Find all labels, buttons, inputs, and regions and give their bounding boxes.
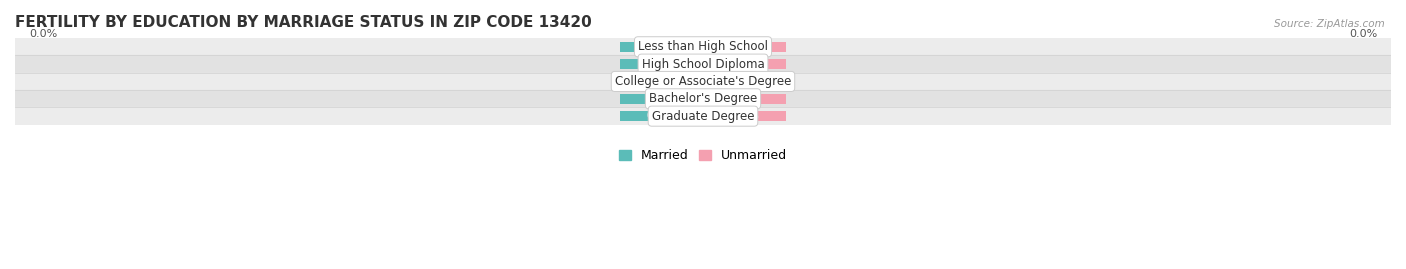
Text: College or Associate's Degree: College or Associate's Degree (614, 75, 792, 88)
Text: 0.0%: 0.0% (647, 76, 678, 86)
Bar (15, 73, 1391, 90)
Bar (620, 94, 703, 104)
Bar (703, 94, 786, 104)
Bar (15, 38, 1391, 55)
Bar (15, 108, 1391, 125)
Bar (620, 111, 703, 121)
Bar (703, 42, 786, 52)
Text: Bachelor's Degree: Bachelor's Degree (650, 92, 756, 105)
Bar (15, 55, 1391, 73)
Text: 0.0%: 0.0% (728, 111, 759, 121)
Text: 0.0%: 0.0% (728, 94, 759, 104)
Text: 0.0%: 0.0% (647, 111, 678, 121)
Bar (620, 76, 703, 87)
Bar (703, 76, 786, 87)
Text: 0.0%: 0.0% (647, 94, 678, 104)
Text: FERTILITY BY EDUCATION BY MARRIAGE STATUS IN ZIP CODE 13420: FERTILITY BY EDUCATION BY MARRIAGE STATU… (15, 15, 592, 30)
Bar (620, 59, 703, 69)
Bar (703, 111, 786, 121)
Text: Less than High School: Less than High School (638, 40, 768, 53)
Bar (620, 42, 703, 52)
Text: Graduate Degree: Graduate Degree (652, 110, 754, 123)
Bar (15, 90, 1391, 108)
Text: 0.0%: 0.0% (728, 59, 759, 69)
Bar (703, 59, 786, 69)
Text: 0.0%: 0.0% (28, 29, 58, 38)
Text: 0.0%: 0.0% (1348, 29, 1378, 38)
Text: 0.0%: 0.0% (647, 42, 678, 52)
Text: High School Diploma: High School Diploma (641, 58, 765, 71)
Text: 0.0%: 0.0% (728, 76, 759, 86)
Text: 0.0%: 0.0% (647, 59, 678, 69)
Legend: Married, Unmarried: Married, Unmarried (614, 146, 792, 166)
Text: 0.0%: 0.0% (728, 42, 759, 52)
Text: Source: ZipAtlas.com: Source: ZipAtlas.com (1274, 19, 1385, 29)
